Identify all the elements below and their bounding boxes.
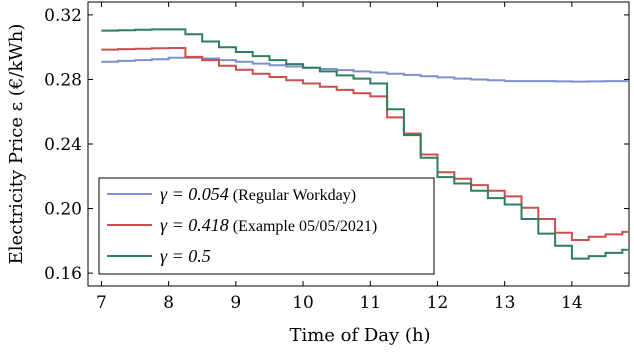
x-tick-label: 13 xyxy=(494,293,516,313)
ticks-layer: 7 8 9 10 11 12 13 14 0.16 0.20 0.24 0.28 0.32 xyxy=(44,2,629,313)
y-tick-label: 0.20 xyxy=(44,200,82,220)
legend-symbol-gamma-05: γ = 0.5 xyxy=(160,246,211,266)
y-tick-label: 0.16 xyxy=(44,264,82,284)
x-axis-label: Time of Day (h) xyxy=(289,325,430,346)
legend-item-example: γ = 0.418 (Example 05/05/2021) xyxy=(107,215,377,235)
y-tick-label: 0.28 xyxy=(44,70,82,90)
svg-text:γ = 0.418 (Example 05/05/2021): γ = 0.418 (Example 05/05/2021) xyxy=(160,215,377,235)
x-tick-label: 11 xyxy=(359,293,381,313)
series-line-0-418-example-05-05-2021 xyxy=(101,47,628,241)
x-tick-label: 9 xyxy=(230,293,241,313)
x-tick-label: 7 xyxy=(96,293,107,313)
legend-label-example: (Example 05/05/2021) xyxy=(229,218,377,235)
x-tick-label: 14 xyxy=(561,293,583,313)
series-layer xyxy=(101,28,628,260)
legend-box xyxy=(98,177,435,275)
x-tick-label: 10 xyxy=(292,293,314,313)
legend-symbol-regular-workday: γ = 0.054 xyxy=(160,184,229,204)
y-tick-label: 0.24 xyxy=(44,135,82,155)
svg-text:γ = 0.5: γ = 0.5 xyxy=(160,246,211,266)
y-axis-label: Electricity Price ε (€/kWh) xyxy=(6,24,27,265)
legend-item-regular-workday: γ = 0.054 (Regular Workday) xyxy=(107,184,356,204)
x-tick-label: 8 xyxy=(163,293,174,313)
y-tick-label: 0.32 xyxy=(44,6,82,26)
legend-symbol-example: γ = 0.418 xyxy=(160,215,229,235)
x-tick-label: 12 xyxy=(427,293,449,313)
svg-text:γ = 0.054 (Regular Workday): γ = 0.054 (Regular Workday) xyxy=(160,184,356,204)
series-line-0-5 xyxy=(101,28,628,260)
legend-item-gamma-05: γ = 0.5 xyxy=(107,246,211,266)
legend-label-regular-workday: (Regular Workday) xyxy=(229,187,356,204)
legend: γ = 0.054 (Regular Workday) γ = 0.418 (E… xyxy=(98,177,435,275)
